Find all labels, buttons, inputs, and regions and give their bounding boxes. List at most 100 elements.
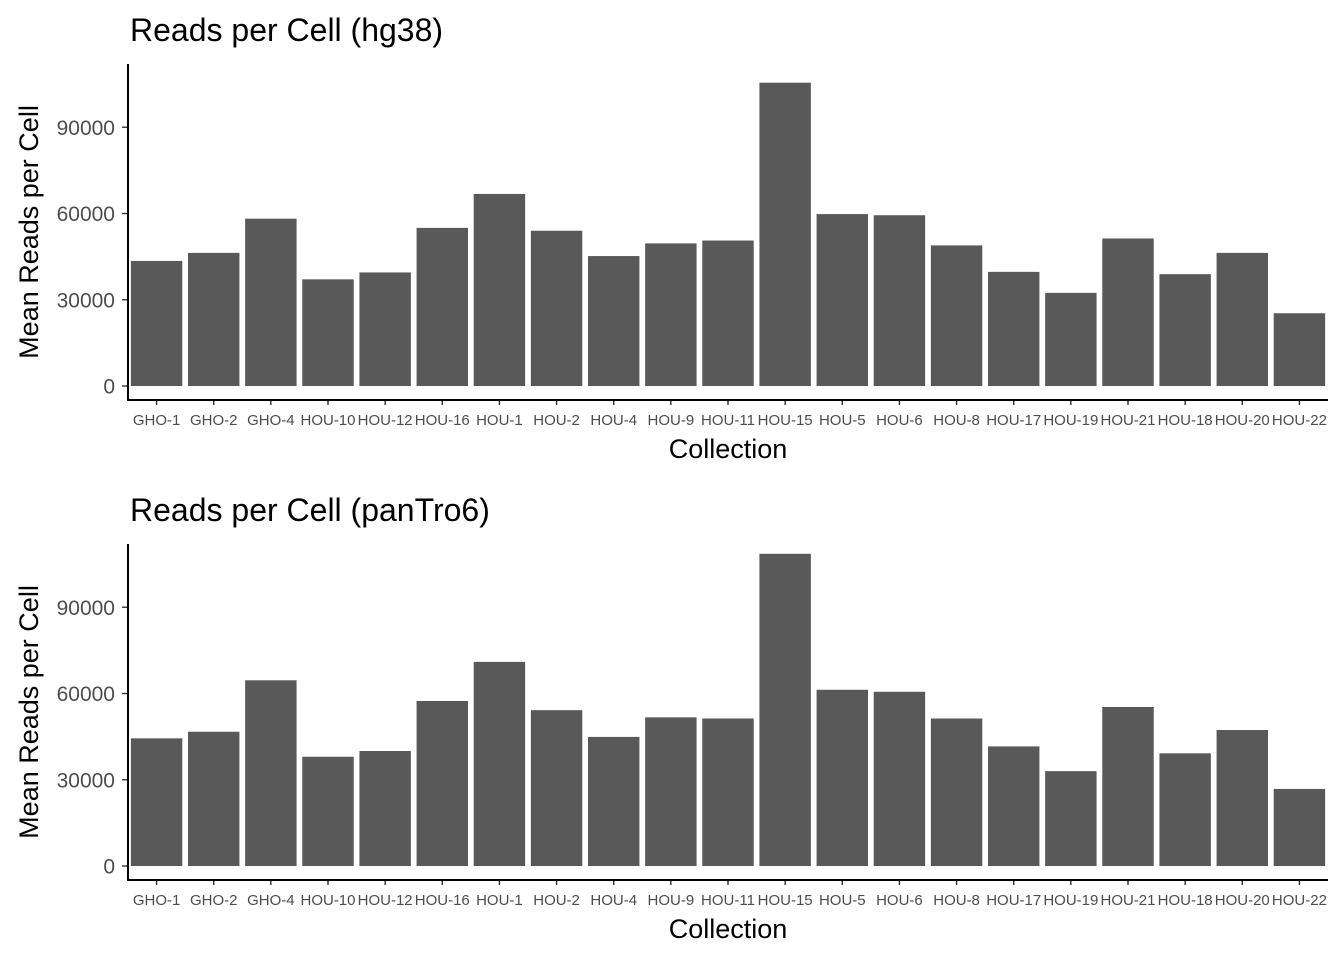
x-tick-label: HOU-19 xyxy=(1043,412,1098,429)
bar-hou-12 xyxy=(359,751,411,866)
bar-gho-2 xyxy=(188,731,240,866)
x-axis-title: Collection xyxy=(669,434,788,464)
chart-panel-hg38: Reads per Cell (hg38) Mean Reads per Cell… xyxy=(14,12,1328,464)
x-tick-label: HOU-8 xyxy=(933,892,980,909)
bar-hou-17 xyxy=(988,271,1040,386)
x-tick-label: HOU-20 xyxy=(1215,412,1270,429)
x-tick-label: HOU-8 xyxy=(933,412,980,429)
bar-hou-16 xyxy=(416,227,468,387)
bar-hou-5 xyxy=(816,689,868,866)
bar-hou-2 xyxy=(530,710,583,866)
chart-title: Reads per Cell (panTro6) xyxy=(130,492,490,528)
bar-gho-4 xyxy=(245,680,297,866)
y-tick-label: 30000 xyxy=(57,769,115,792)
x-tick-label: HOU-6 xyxy=(876,892,923,909)
x-tick-label: HOU-12 xyxy=(358,412,413,429)
chart-svg: Reads per Cell (panTro6) Mean Reads per C… xyxy=(14,492,1328,944)
bar-hou-15 xyxy=(759,82,811,386)
bar-hou-10 xyxy=(302,756,354,866)
bar-hou-22 xyxy=(1273,313,1326,386)
bar-gho-1 xyxy=(130,260,183,386)
x-tick-label: HOU-2 xyxy=(533,412,580,429)
x-tick-label: GHO-1 xyxy=(133,892,181,909)
bar-hou-20 xyxy=(1216,252,1268,386)
y-axis-title: Mean Reads per Cell xyxy=(14,585,44,839)
x-tick-label: HOU-1 xyxy=(476,412,523,429)
x-tick-label: HOU-4 xyxy=(590,412,637,429)
bar-hou-11 xyxy=(702,718,754,866)
x-tick-label: HOU-4 xyxy=(590,892,637,909)
x-tick-label: HOU-15 xyxy=(758,412,813,429)
bar-hou-4 xyxy=(588,736,640,866)
chart-panel-pantro6: Reads per Cell (panTro6) Mean Reads per C… xyxy=(0,480,1344,960)
bar-hou-2 xyxy=(530,230,583,386)
bar-gho-2 xyxy=(188,252,240,386)
y-tick-label: 60000 xyxy=(57,683,115,706)
x-tick-label: GHO-2 xyxy=(190,892,238,909)
bar-gho-1 xyxy=(130,738,183,866)
bar-gho-4 xyxy=(245,218,297,386)
x-tick-label: HOU-10 xyxy=(300,412,355,429)
x-tick-label: HOU-21 xyxy=(1100,412,1155,429)
bar-hou-15 xyxy=(759,553,811,866)
bar-hou-6 xyxy=(873,691,926,866)
bar-hou-18 xyxy=(1159,753,1211,866)
x-tick-label: HOU-19 xyxy=(1043,892,1098,909)
x-tick-label: HOU-10 xyxy=(300,892,355,909)
y-tick-label: 30000 xyxy=(57,289,115,312)
x-tick-label: HOU-9 xyxy=(648,892,695,909)
y-tick-label: 90000 xyxy=(57,117,115,140)
y-tick-label: 0 xyxy=(103,856,115,879)
x-tick-label: HOU-18 xyxy=(1158,892,1213,909)
y-tick-label: 0 xyxy=(103,376,115,399)
x-tick-label: HOU-5 xyxy=(819,412,866,429)
bar-hou-18 xyxy=(1159,274,1211,386)
bar-hou-20 xyxy=(1216,730,1268,866)
y-axis-title: Mean Reads per Cell xyxy=(14,105,44,359)
bar-hou-4 xyxy=(588,256,640,386)
y-tick-label: 60000 xyxy=(57,203,115,226)
x-tick-label: HOU-12 xyxy=(358,892,413,909)
x-tick-label: HOU-9 xyxy=(648,412,695,429)
x-tick-label: GHO-4 xyxy=(247,412,295,429)
bar-hou-12 xyxy=(359,272,411,386)
x-tick-label: HOU-18 xyxy=(1158,412,1213,429)
bar-hou-17 xyxy=(988,746,1040,866)
bar-hou-5 xyxy=(816,214,868,386)
bar-hou-8 xyxy=(930,718,983,866)
x-tick-label: HOU-21 xyxy=(1100,892,1155,909)
bar-hou-21 xyxy=(1102,707,1154,866)
x-tick-label: GHO-4 xyxy=(247,892,295,909)
chart-svg: Reads per Cell (hg38) Mean Reads per Cell… xyxy=(14,12,1328,464)
x-tick-label: HOU-5 xyxy=(819,892,866,909)
bar-hou-19 xyxy=(1045,771,1097,867)
bar-hou-19 xyxy=(1045,292,1097,386)
x-tick-label: HOU-2 xyxy=(533,892,580,909)
chart-title: Reads per Cell (hg38) xyxy=(130,12,443,48)
x-tick-label: GHO-2 xyxy=(190,412,238,429)
x-tick-label: HOU-22 xyxy=(1272,412,1327,429)
bar-hou-11 xyxy=(702,240,754,386)
bar-hou-9 xyxy=(645,243,697,386)
bar-hou-6 xyxy=(873,215,926,386)
x-tick-label: GHO-1 xyxy=(133,412,181,429)
bar-hou-10 xyxy=(302,279,354,386)
x-tick-label: HOU-11 xyxy=(701,892,755,909)
bar-hou-21 xyxy=(1102,238,1154,386)
x-tick-label: HOU-20 xyxy=(1215,892,1270,909)
x-tick-label: HOU-1 xyxy=(476,892,523,909)
x-tick-label: HOU-22 xyxy=(1272,892,1327,909)
bar-hou-8 xyxy=(930,245,983,386)
x-tick-label: HOU-16 xyxy=(415,892,470,909)
bar-hou-1 xyxy=(473,661,526,867)
x-tick-label: HOU-17 xyxy=(986,892,1041,909)
bar-hou-16 xyxy=(416,700,468,866)
bar-hou-9 xyxy=(645,717,697,866)
x-tick-label: HOU-15 xyxy=(758,892,813,909)
bar-hou-1 xyxy=(473,193,526,386)
x-tick-label: HOU-6 xyxy=(876,412,923,429)
x-tick-label: HOU-11 xyxy=(701,412,755,429)
x-tick-label: HOU-16 xyxy=(415,412,470,429)
x-tick-label: HOU-17 xyxy=(986,412,1041,429)
y-tick-label: 90000 xyxy=(57,597,115,620)
